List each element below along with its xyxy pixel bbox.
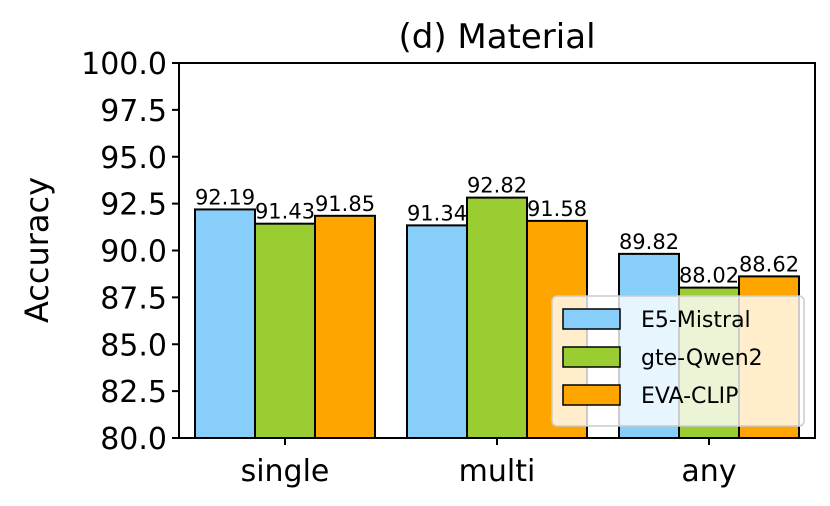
y-tick-label: 92.5 [100,188,167,223]
x-tick-label: multi [459,454,536,489]
data-label: 91.34 [407,201,467,225]
legend: E5-Mistral gte-Qwen2 EVA-CLIP [551,295,805,427]
bar-e5-mistral-single [194,208,256,439]
y-tick-label: 95.0 [100,141,167,176]
legend-swatch [562,346,621,368]
data-label: 89.82 [619,230,679,254]
y-tick-label: 90.0 [100,235,167,270]
y-tick-label: 82.5 [100,375,167,410]
y-axis-label: Accuracy [18,177,56,323]
x-tick-label: single [241,454,330,489]
bar-gte-qwen2-multi [466,196,528,439]
data-label: 88.02 [679,264,739,288]
y-axis: 80.0 82.5 85.0 87.5 90.0 92.5 95.0 97.5 100.0 [81,47,179,457]
data-label: 91.58 [527,197,587,221]
data-label: 88.62 [739,252,799,276]
y-tick-label: 97.5 [100,94,167,129]
data-label: 92.82 [467,174,527,198]
bar-gte-qwen2-single [254,222,316,439]
data-label: 92.19 [195,185,255,209]
y-tick-label: 100.0 [81,47,167,82]
y-tick-label: 87.5 [100,281,167,316]
legend-swatch [562,308,621,330]
bar-eva-clip-single [314,214,376,439]
data-label: 91.43 [255,200,315,224]
data-label: 91.85 [315,192,375,216]
legend-label: gte-Qwen2 [641,346,763,371]
x-axis: single multi any [241,438,737,489]
legend-swatch [562,384,621,406]
y-tick-label: 85.0 [100,328,167,363]
legend-label: E5-Mistral [641,308,751,333]
bar-e5-mistral-multi [406,224,468,439]
x-tick-label: any [681,454,736,489]
y-tick-label: 80.0 [100,422,167,457]
legend-label: EVA-CLIP [641,384,738,409]
chart-title: (d) Material [398,17,595,57]
